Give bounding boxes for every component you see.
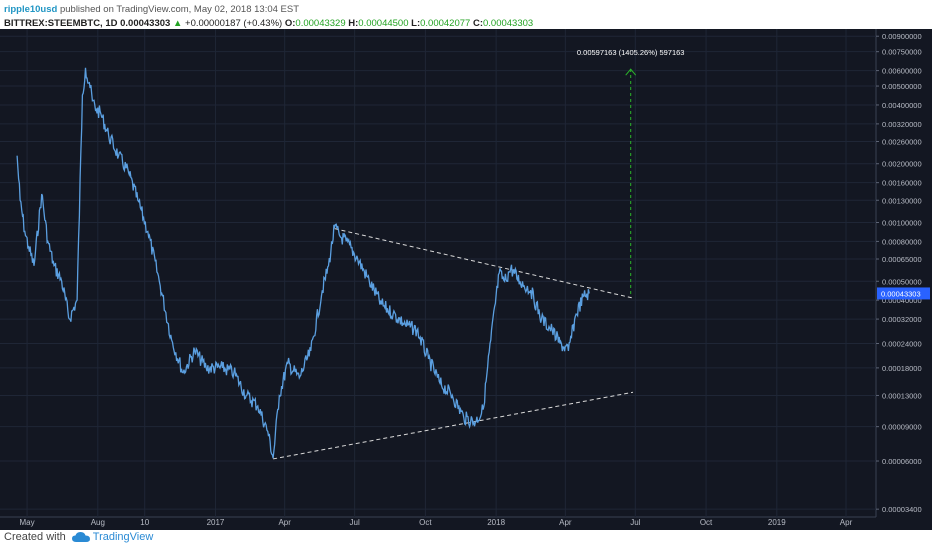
price-change: +0.00000187 (+0.43%) — [185, 18, 283, 29]
author-link[interactable]: ripple10usd — [4, 4, 58, 15]
y-tick-label: 0.00600000 — [882, 67, 922, 76]
y-tick-label: 0.00040000 — [882, 296, 922, 305]
publish-info: ripple10usd published on TradingView.com… — [4, 3, 299, 17]
x-tick-label: 2018 — [487, 518, 505, 527]
footer: Created with TradingView — [4, 531, 153, 543]
created-with-label: Created with — [4, 531, 66, 543]
price-line — [16, 67, 590, 459]
x-tick-label: 2019 — [768, 518, 786, 527]
drawings: 0.00597163 (1405.26%) 597163 — [273, 48, 685, 460]
high-value: 0.00044500 — [358, 18, 409, 29]
current-price-tag: 0.00043303 — [877, 287, 930, 300]
y-tick-label: 0.00260000 — [882, 137, 922, 146]
y-tick-label: 0.00750000 — [882, 48, 922, 57]
y-tick-label: 0.00900000 — [882, 32, 922, 41]
y-tick-label: 0.00065000 — [882, 255, 922, 264]
price-chart[interactable]: 0.00900000 0.00750000 0.00600000 0.00500000… — [0, 29, 932, 530]
x-tick-label: Apr — [840, 518, 853, 527]
x-tick-label: Oct — [700, 518, 713, 527]
up-arrow-icon: ▲ — [172, 18, 183, 29]
brand-label: TradingView — [92, 531, 154, 543]
chart-grid — [0, 29, 879, 518]
y-tick-label: 0.00200000 — [882, 160, 922, 169]
y-tick-label: 0.00003400 — [882, 505, 922, 514]
y-tick-label: 0.00018000 — [882, 364, 922, 373]
x-tick-label: Jul — [630, 518, 640, 527]
y-tick-label: 0.00100000 — [882, 218, 922, 227]
y-tick-label: 0.00160000 — [882, 179, 922, 188]
open-label: O: — [284, 18, 296, 29]
x-tick-label: Apr — [559, 518, 572, 527]
last-price: 0.00043303 — [120, 18, 171, 29]
y-tick-label: 0.00320000 — [882, 120, 922, 129]
low-value: 0.00042077 — [420, 18, 471, 29]
tradingview-brand[interactable]: TradingView — [71, 531, 154, 543]
projection-arrowhead — [625, 68, 637, 76]
y-tick-label: 0.00080000 — [882, 237, 922, 246]
close-label: C: — [472, 18, 483, 29]
y-tick-label: 0.00500000 — [882, 82, 922, 91]
ticker-info: BITTREX:STEEMBTC, 1D 0.00043303 ▲ +0.000… — [4, 17, 533, 31]
x-tick-label: Jul — [350, 518, 360, 527]
price-axis: 0.00900000 0.00750000 0.00600000 0.00500000… — [882, 32, 922, 514]
y-tick-label: 0.00400000 — [882, 101, 922, 110]
x-tick-label: 10 — [140, 518, 149, 527]
projection-label: 0.00597163 (1405.26%) 597163 — [577, 48, 685, 57]
y-tick-label: 0.00013000 — [882, 391, 922, 400]
time-axis: May Aug 10 2017 Apr Jul Oct 2018 Apr Jul Oct 2019 Ap… — [20, 518, 853, 527]
chart-background — [0, 29, 932, 530]
x-tick-label: Apr — [278, 518, 291, 527]
trendline — [273, 391, 634, 460]
y-tick-label: 0.00130000 — [882, 196, 922, 205]
open-value: 0.00043329 — [295, 18, 346, 29]
price-tag-box — [877, 287, 930, 300]
low-label: L: — [411, 18, 421, 29]
price-tag-label: 0.00043303 — [881, 289, 921, 298]
cloud-icon — [71, 532, 90, 542]
x-tick-label: 2017 — [207, 518, 225, 527]
y-tick-label: 0.00009000 — [882, 423, 922, 432]
x-tick-label: May — [20, 518, 35, 527]
x-tick-label: Oct — [419, 518, 432, 527]
y-tick-label: 0.00006000 — [882, 457, 922, 466]
y-tick-label: 0.00032000 — [882, 315, 922, 324]
symbol-label: BITTREX:STEEMBTC, 1D — [4, 18, 118, 29]
y-tick-label: 0.00024000 — [882, 339, 922, 348]
y-tick-label: 0.00050000 — [882, 277, 922, 286]
close-value: 0.00043303 — [482, 18, 534, 29]
high-label: H: — [348, 18, 359, 29]
x-tick-label: Aug — [91, 518, 105, 527]
trendline — [334, 228, 634, 299]
published-text: published on TradingView.com, May 02, 20… — [59, 4, 300, 15]
